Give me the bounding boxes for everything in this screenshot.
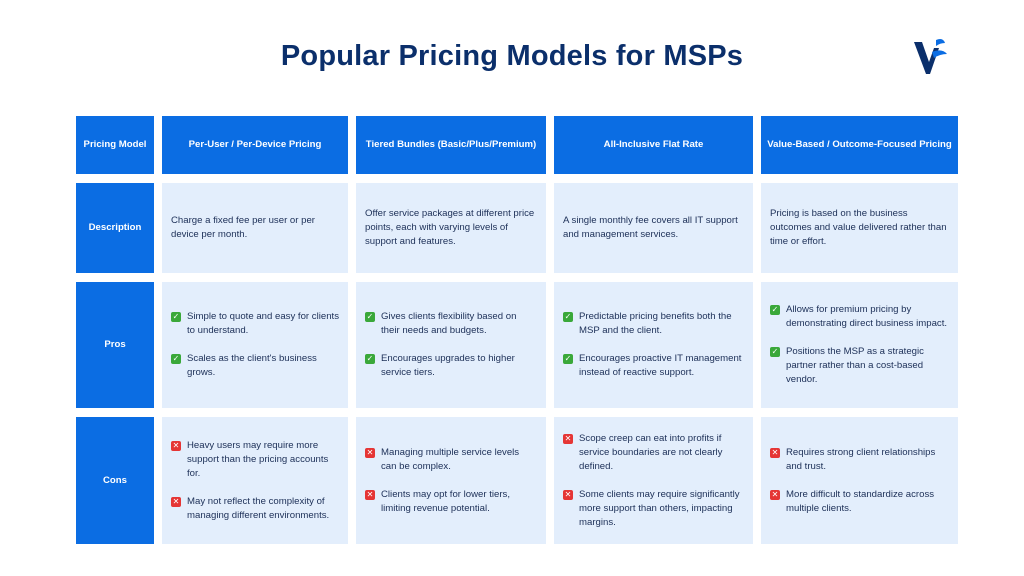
description-text: Pricing is based on the business outcome… (770, 208, 947, 247)
pro-item: ✓ Simple to quote and easy for clients to… (171, 310, 339, 338)
cross-mark-icon: ✕ (770, 489, 780, 500)
con-item: ✕ Clients may opt for lower tiers, limiti… (365, 488, 537, 516)
column-header: Per-User / Per-Device Pricing (162, 116, 348, 174)
pro-item: ✓ Encourages proactive IT management inst… (563, 352, 744, 380)
con-text: Managing multiple service levels can be … (381, 446, 520, 472)
description-cell: Offer service packages at different pric… (356, 183, 546, 273)
con-text: Requires strong client relationships and… (786, 446, 936, 472)
pro-item: ✓ Encourages upgrades to higher service t… (365, 352, 537, 380)
pros-cell: ✓ Gives clients flexibility based on thei… (356, 282, 546, 408)
con-item: ✕ Some clients may require significantly … (563, 488, 744, 530)
pro-item: ✓ Predictable pricing benefits both the M… (563, 310, 744, 338)
con-item: ✕ May not reflect the complexity of manag… (171, 495, 339, 523)
con-text: Heavy users may require more support tha… (187, 439, 329, 479)
column-header: All-Inclusive Flat Rate (554, 116, 753, 174)
pro-text: Encourages proactive IT management inste… (579, 353, 742, 378)
pro-item: ✓ Positions the MSP as a strategic partne… (770, 345, 949, 387)
column-header: Value-Based / Outcome-Focused Pricing (761, 116, 958, 174)
row-header-pros: Pros (76, 282, 154, 408)
pro-item: ✓ Scales as the client's business grows. (171, 352, 339, 380)
con-item: ✕ Scope creep can eat into profits if ser… (563, 432, 744, 474)
row-header-cons: Cons (76, 417, 154, 544)
con-item: ✕ More difficult to standardize across mu… (770, 488, 949, 516)
cross-mark-icon: ✕ (563, 433, 573, 444)
page-title: Popular Pricing Models for MSPs (280, 40, 744, 72)
pro-text: Positions the MSP as a strategic partner… (786, 346, 924, 385)
cross-mark-icon: ✕ (171, 496, 181, 507)
check-mark-icon: ✓ (171, 354, 181, 364)
brand-logo-icon (914, 39, 947, 74)
check-mark-icon: ✓ (365, 312, 375, 322)
con-text: May not reflect the complexity of managi… (187, 495, 330, 521)
pro-text: Predictable pricing benefits both the MS… (579, 311, 732, 336)
cross-mark-icon: ✕ (365, 447, 375, 458)
check-mark-icon: ✓ (563, 354, 573, 364)
con-text: Scope creep can eat into profits if serv… (579, 432, 723, 472)
pro-item: ✓ Allows for premium pricing by demonstra… (770, 303, 949, 331)
pro-text: Allows for premium pricing by demonstrat… (786, 304, 948, 329)
con-text: Clients may opt for lower tiers, limitin… (381, 488, 511, 514)
cross-mark-icon: ✕ (770, 447, 780, 458)
cons-cell: ✕ Heavy users may require more support th… (162, 417, 348, 544)
row-header-description: Description (76, 183, 154, 273)
cons-cell: ✕ Requires strong client relationships an… (761, 417, 958, 544)
con-item: ✕ Managing multiple service levels can be… (365, 446, 537, 474)
pro-text: Scales as the client's business grows. (187, 353, 317, 378)
cross-mark-icon: ✕ (563, 489, 573, 500)
description-text: Charge a fixed fee per user or per devic… (171, 215, 315, 240)
pro-item: ✓ Gives clients flexibility based on thei… (365, 310, 537, 338)
pro-text: Encourages upgrades to higher service ti… (381, 353, 515, 378)
pricing-table: Pricing Model Per-User / Per-Device Pric… (76, 116, 958, 544)
pros-cell: ✓ Allows for premium pricing by demonstra… (761, 282, 958, 408)
check-mark-icon: ✓ (171, 312, 181, 322)
check-mark-icon: ✓ (770, 305, 780, 315)
description-cell: Pricing is based on the business outcome… (761, 183, 958, 273)
pros-cell: ✓ Predictable pricing benefits both the M… (554, 282, 753, 408)
check-mark-icon: ✓ (770, 347, 780, 357)
description-text: Offer service packages at different pric… (365, 208, 535, 247)
description-cell: Charge a fixed fee per user or per devic… (162, 183, 348, 273)
pro-text: Simple to quote and easy for clients to … (187, 311, 339, 336)
cons-cell: ✕ Managing multiple service levels can be… (356, 417, 546, 544)
corner-header: Pricing Model (76, 116, 154, 174)
description-text: A single monthly fee covers all IT suppo… (563, 215, 738, 240)
check-mark-icon: ✓ (365, 354, 375, 364)
cross-mark-icon: ✕ (171, 440, 181, 451)
cross-mark-icon: ✕ (365, 489, 375, 500)
description-cell: A single monthly fee covers all IT suppo… (554, 183, 753, 273)
pro-text: Gives clients flexibility based on their… (381, 311, 517, 336)
con-item: ✕ Requires strong client relationships an… (770, 446, 949, 474)
con-text: Some clients may require significantly m… (579, 488, 740, 528)
con-item: ✕ Heavy users may require more support th… (171, 439, 339, 481)
cons-cell: ✕ Scope creep can eat into profits if ser… (554, 417, 753, 544)
con-text: More difficult to standardize across mul… (786, 488, 935, 514)
pros-cell: ✓ Simple to quote and easy for clients to… (162, 282, 348, 408)
check-mark-icon: ✓ (563, 312, 573, 322)
column-header: Tiered Bundles (Basic/Plus/Premium) (356, 116, 546, 174)
